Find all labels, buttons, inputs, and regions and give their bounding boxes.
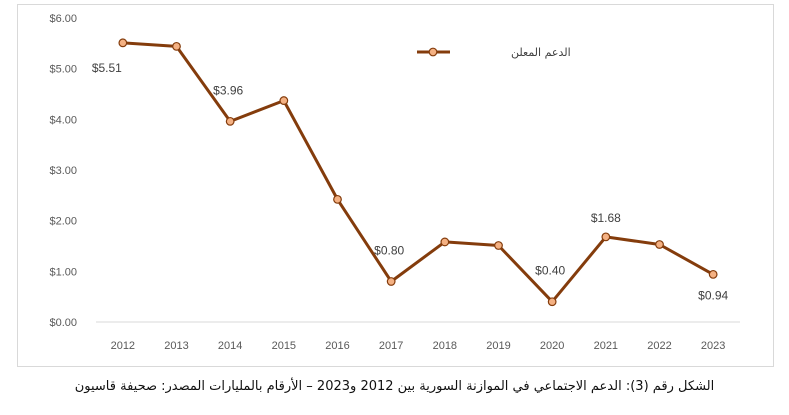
y-tick-label: $4.00: [49, 114, 77, 126]
series-line: [122, 41, 714, 304]
chart-frame: [17, 4, 774, 367]
data-point-marker: [655, 240, 664, 249]
data-label: $3.96: [213, 83, 243, 97]
data-point-marker: [494, 241, 503, 250]
data-label: $0.94: [698, 288, 728, 302]
data-point-marker: [547, 297, 557, 307]
data-point-marker: [708, 269, 718, 279]
data-point-marker: [118, 38, 128, 48]
y-tick-label: $5.00: [49, 64, 77, 76]
line-chart: $0.00 $1.00 $2.00 $3.00 $4.00 $5.00 $6.00 2012…: [49, 13, 740, 352]
x-tick-label: 2012: [111, 340, 135, 352]
x-tick-label: 2019: [486, 340, 510, 352]
data-label: $0.40: [535, 264, 565, 278]
data-point-marker: [225, 116, 235, 126]
x-tick-label: 2015: [272, 340, 296, 352]
y-tick-label: $6.00: [49, 13, 77, 25]
x-tick-label: 2016: [325, 340, 349, 352]
x-tick-label: 2014: [218, 340, 242, 352]
x-tick-label: 2017: [379, 340, 403, 352]
figure-caption: الشكل رقم (3): الدعم الاجتماعي في المواز…: [74, 379, 715, 394]
data-point-marker: [601, 232, 611, 242]
x-tick-label: 2018: [433, 340, 457, 352]
x-tick-label: 2013: [164, 340, 188, 352]
data-label: $5.51: [92, 61, 122, 75]
y-tick-label: $0.00: [49, 317, 77, 329]
legend-label: الدعم المعلن: [511, 46, 571, 59]
data-point-marker: [333, 194, 342, 204]
data-label: $1.68: [591, 211, 621, 225]
data-point-marker: [172, 41, 181, 51]
data-point-marker: [386, 277, 396, 286]
x-tick-label: 2020: [540, 340, 564, 352]
y-tick-label: $3.00: [49, 165, 77, 177]
x-tick-label: 2021: [594, 340, 618, 352]
y-tick-label: $1.00: [49, 266, 77, 278]
x-tick-label: 2022: [647, 340, 671, 352]
legend: الدعم المعلن: [417, 46, 571, 59]
x-tick-label: 2023: [701, 340, 725, 352]
data-point-marker: [279, 96, 289, 105]
legend-marker-swatch: [428, 47, 438, 57]
data-label: $0.80: [374, 243, 404, 257]
data-point-marker: [440, 237, 450, 247]
y-tick-label: $2.00: [49, 216, 77, 228]
